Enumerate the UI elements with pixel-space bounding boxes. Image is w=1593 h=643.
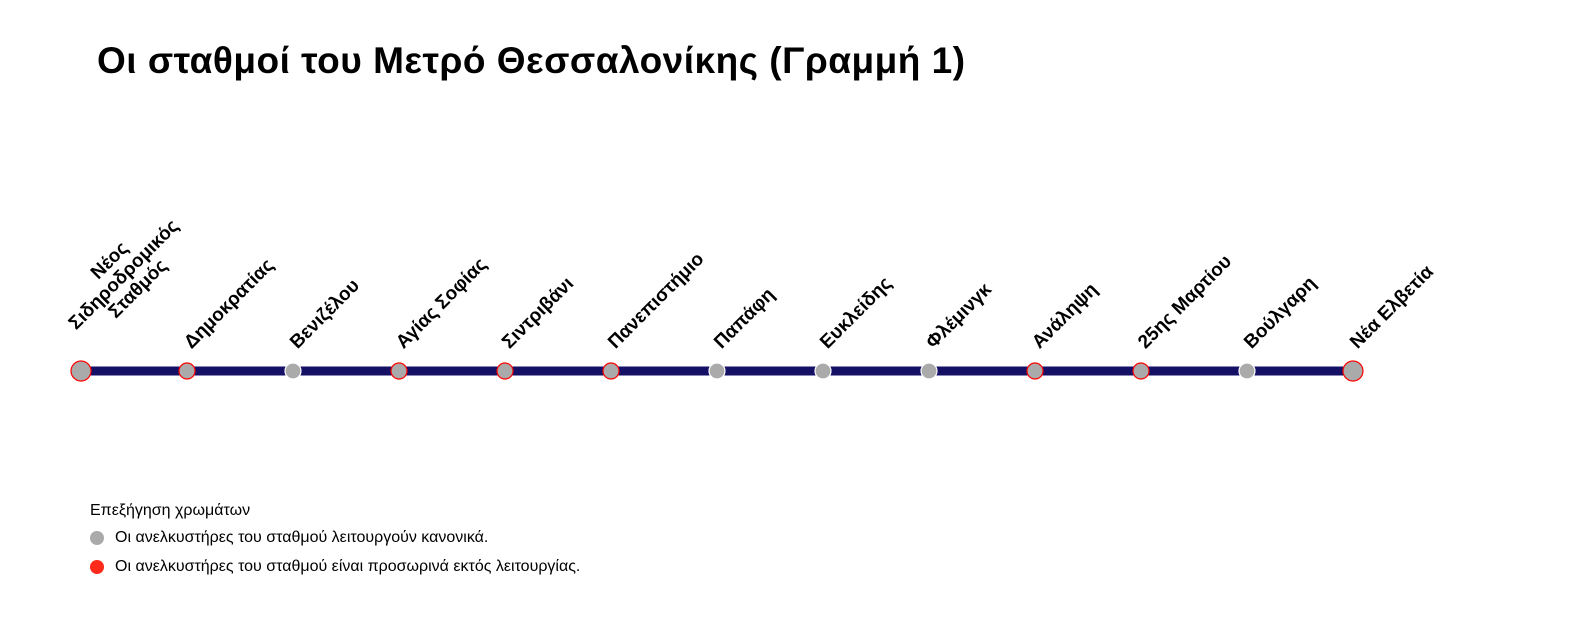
legend-dot <box>90 560 104 574</box>
legend-title: Επεξήγηση χρωμάτων <box>90 502 251 519</box>
legend-label: Οι ανελκυστήρες του σταθμού είναι προσωρ… <box>115 558 581 575</box>
station-marker <box>1026 362 1044 380</box>
station-marker <box>178 362 196 380</box>
legend-label: Οι ανελκυστήρες του σταθμού λειτουργούν … <box>115 529 489 546</box>
station-marker <box>920 362 938 380</box>
station-marker <box>1342 360 1364 382</box>
station-marker <box>708 362 726 380</box>
legend-item: Οι ανελκυστήρες του σταθμού λειτουργούν … <box>90 529 488 547</box>
station-marker <box>1132 362 1150 380</box>
station-marker <box>390 362 408 380</box>
station-marker <box>602 362 620 380</box>
station-marker <box>1238 362 1256 380</box>
title: Οι σταθμοί του Μετρό Θεσσαλονίκης (Γραμμ… <box>97 40 966 81</box>
station-marker <box>496 362 514 380</box>
legend-item: Οι ανελκυστήρες του σταθμού είναι προσωρ… <box>90 558 580 576</box>
station-marker <box>814 362 832 380</box>
legend-dot <box>90 531 104 545</box>
station-marker <box>284 362 302 380</box>
station-marker <box>70 360 92 382</box>
